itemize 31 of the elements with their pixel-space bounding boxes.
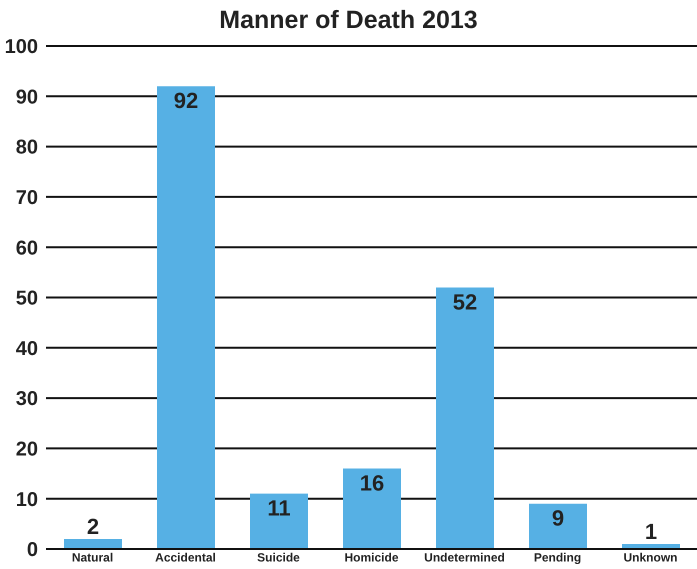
data-label: 1 [644,518,658,544]
bar [436,287,494,549]
x-tick-label: Pending [534,550,582,565]
y-tick-label: 70 [16,187,38,209]
bar [157,86,215,549]
y-tick-label: 80 [16,136,38,159]
bar [250,494,308,549]
y-tick-label: 40 [16,338,38,360]
y-tick-label: 60 [16,237,38,260]
x-tick-label: Natural [72,550,114,565]
y-tick-label: 90 [16,86,38,108]
y-tick-label: 20 [16,438,38,460]
y-tick-label: 0 [26,539,38,562]
data-label: 9 [552,506,564,531]
x-tick-label: Unknown [624,550,678,565]
data-label: 92 [174,88,198,114]
y-tick-label: 30 [16,388,38,410]
bar [529,504,587,549]
x-tick-label: Homicide [344,550,399,565]
x-tick-label: Suicide [257,550,300,565]
x-tick-label: Accidental [155,550,216,565]
y-tick-label: 10 [16,488,38,511]
data-label: 11 [267,496,291,521]
data-label: 16 [360,470,384,496]
data-label: 52 [452,289,478,314]
x-tick-label: Undetermined [424,550,505,565]
y-tick-label: 50 [16,288,38,310]
chart-title: Manner of Death 2013 [218,6,479,35]
bar [343,468,401,549]
data-label: 2 [86,514,100,539]
y-tick-label: 100 [4,36,38,58]
